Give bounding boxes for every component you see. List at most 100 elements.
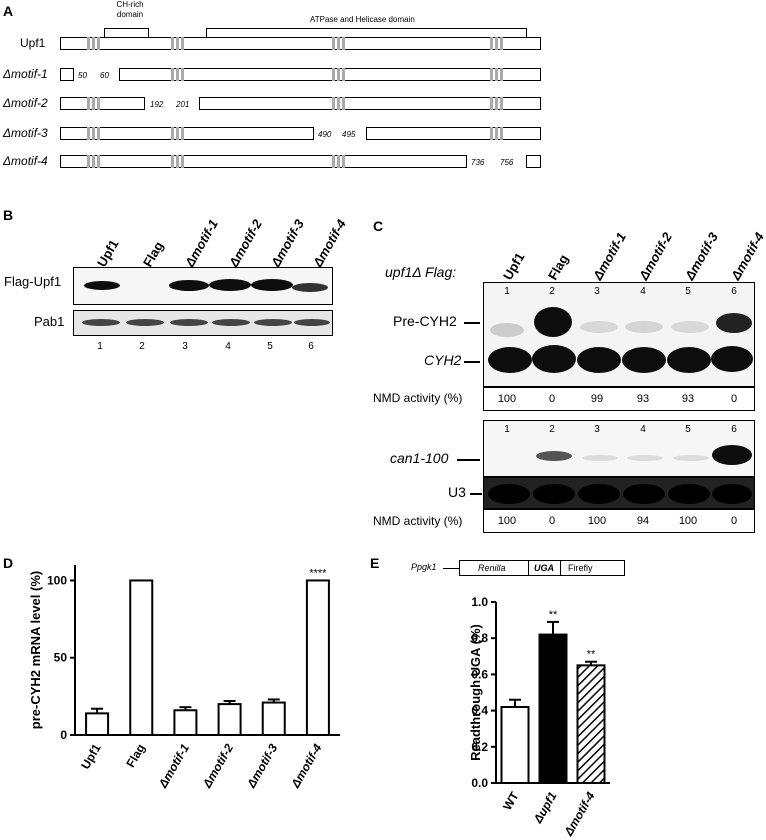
cyh2-marker (464, 361, 480, 363)
x-tick-label: Δupf1 (530, 789, 559, 826)
motif-mark (92, 127, 95, 140)
motif-mark (337, 68, 340, 81)
lane-label: Δmotif-2 (636, 229, 676, 283)
nmd-label: NMD activity (%) (373, 514, 463, 528)
blot-band (251, 279, 293, 291)
lane-number: 3 (594, 286, 600, 297)
strain-header: upf1Δ Flag: (385, 264, 457, 280)
motif-mark (176, 37, 179, 50)
motif-mark (92, 97, 95, 110)
nmd-value: 99 (590, 393, 604, 405)
lane-number: 1 (504, 286, 510, 297)
nmd-value: 100 (678, 515, 698, 527)
panel-d-label: D (3, 555, 14, 571)
pre-cyh2-marker (464, 322, 480, 324)
blot-band (625, 321, 663, 333)
nmd-label: NMD activity (%) (373, 391, 463, 405)
motif-mark (92, 155, 95, 168)
y-tick-label: 0 (60, 728, 67, 742)
motif-mark (87, 155, 90, 168)
atp-domain-label: ATPase and Helicase domain (310, 15, 415, 24)
ch-domain-bracket (104, 28, 149, 38)
y-tick-label: 0.4 (471, 704, 488, 718)
nmd-value: 100 (497, 515, 517, 527)
motif-mark (181, 37, 184, 50)
can1-marker (457, 459, 480, 461)
motif-mark (171, 68, 174, 81)
motif-mark (171, 37, 174, 50)
motif-mark (490, 68, 493, 81)
motif-mark (171, 127, 174, 140)
lane-number: 6 (308, 341, 314, 352)
deletion-start: 736 (471, 158, 485, 167)
blot-band (82, 319, 120, 326)
motif-mark (332, 155, 335, 168)
motif-mark (332, 68, 335, 81)
lane-number: 2 (139, 341, 145, 352)
lane-label: Δmotif-4 (310, 216, 350, 270)
pab1-blot (73, 310, 333, 336)
x-tick-label: Δmotif-4 (288, 741, 325, 791)
motif-mark (342, 97, 345, 110)
motif-mark (97, 37, 100, 50)
deletion-end: 756 (500, 158, 514, 167)
bar (173, 709, 198, 736)
motif-mark (332, 97, 335, 110)
can1-northern-blot: 1 2 3 4 5 6 (483, 420, 755, 477)
nmd-table-bottom: 100 0 100 94 100 0 (483, 509, 755, 533)
bar (261, 701, 286, 736)
motif-mark (337, 37, 340, 50)
blot-band (488, 484, 530, 504)
construct-bar (119, 68, 541, 81)
x-tick-label: Δmotif-3 (244, 741, 281, 791)
lane-number: 4 (225, 341, 231, 352)
cyh2-northern-blot: 1 2 3 4 5 6 (483, 282, 755, 387)
bar (305, 579, 330, 737)
motif-mark (500, 37, 503, 50)
motif-mark (87, 37, 90, 50)
blot-band (577, 347, 621, 373)
blot-band (627, 455, 663, 461)
motif-mark (332, 37, 335, 50)
blot-band (667, 347, 711, 373)
motif-mark (181, 127, 184, 140)
construct-bar (199, 97, 541, 110)
motif-mark (87, 97, 90, 110)
construct-bar (366, 127, 541, 140)
u3-marker (470, 493, 482, 495)
lane-number: 5 (685, 286, 691, 297)
lane-label: Δmotif-1 (590, 229, 630, 283)
blot-band (578, 484, 620, 504)
blot-band (673, 455, 709, 461)
construct-bar (60, 155, 467, 168)
construct-bar (526, 155, 541, 168)
blot-row-label: Pab1 (34, 314, 65, 329)
construct-bar (60, 37, 541, 50)
deletion-end: 60 (100, 71, 109, 80)
lane-label: Flag (140, 238, 167, 270)
u3-northern-blot (483, 477, 755, 509)
blot-band (254, 319, 292, 326)
blot-band (533, 484, 575, 504)
significance-mark: ** (587, 649, 596, 661)
ch-domain-label: CH-rich domain (116, 0, 144, 19)
deletion-start: 192 (150, 100, 164, 109)
pre-cyh2-label: Pre-CYH2 (393, 313, 457, 329)
y-tick-label: 0.6 (471, 667, 488, 681)
motif-mark (337, 155, 340, 168)
reporter-divider (560, 561, 561, 575)
construct-bar (60, 97, 145, 110)
promoter-line (443, 568, 459, 569)
x-tick-label: Flag (123, 742, 147, 770)
lane-label: Flag (545, 251, 572, 283)
motif-mark (490, 97, 493, 110)
bar (500, 705, 530, 784)
motif-mark (176, 68, 179, 81)
x-tick-label: Δmotif-1 (155, 741, 192, 791)
blot-band (209, 279, 251, 291)
chart-d: 0 50 100 pre-CYH2 mRNA level (%) Upf1 Flag Δmo… (28, 565, 340, 791)
lane-label: Δmotif-3 (268, 216, 308, 270)
chart-e: 0.0 0.2 0.4 0.6 0.8 1.0 Readthrough UGA (%) WT Δ… (468, 595, 610, 839)
motif-mark (176, 127, 179, 140)
nmd-value: 0 (548, 515, 556, 527)
